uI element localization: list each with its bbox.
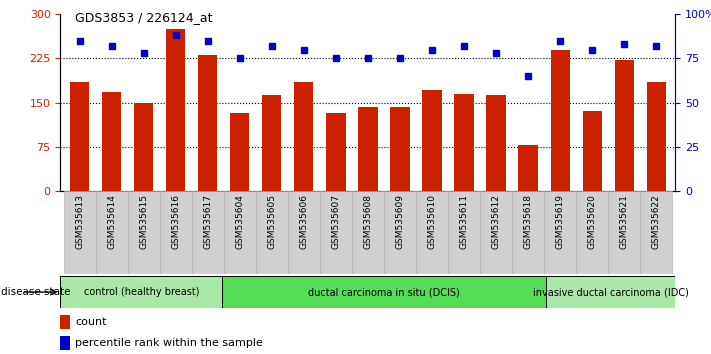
Bar xyxy=(223,276,546,308)
Bar xyxy=(326,113,346,191)
Text: GSM535622: GSM535622 xyxy=(652,194,661,249)
Bar xyxy=(422,90,442,191)
Bar xyxy=(576,191,608,274)
Bar xyxy=(60,276,223,308)
Bar xyxy=(454,94,474,191)
Text: GSM535620: GSM535620 xyxy=(588,194,597,249)
Bar xyxy=(352,191,384,274)
Bar xyxy=(70,82,90,191)
Text: GSM535608: GSM535608 xyxy=(363,194,373,250)
Bar xyxy=(640,191,672,274)
Bar xyxy=(550,50,570,191)
Bar xyxy=(518,145,538,191)
Bar xyxy=(480,191,512,274)
Bar xyxy=(608,191,640,274)
Text: GSM535604: GSM535604 xyxy=(235,194,245,249)
Bar xyxy=(646,82,665,191)
Text: GSM535619: GSM535619 xyxy=(555,194,565,250)
Bar xyxy=(614,60,634,191)
Bar xyxy=(96,191,128,274)
Bar xyxy=(320,191,352,274)
Text: GDS3853 / 226124_at: GDS3853 / 226124_at xyxy=(75,11,212,24)
Text: invasive ductal carcinoma (IDC): invasive ductal carcinoma (IDC) xyxy=(533,287,689,297)
Bar xyxy=(544,191,576,274)
Bar xyxy=(262,95,282,191)
Text: GSM535616: GSM535616 xyxy=(171,194,181,250)
Text: GSM535612: GSM535612 xyxy=(491,194,501,249)
Text: GSM535613: GSM535613 xyxy=(75,194,84,250)
Bar xyxy=(60,336,70,350)
Bar xyxy=(134,103,154,191)
Bar xyxy=(384,191,416,274)
Bar xyxy=(160,191,192,274)
Bar xyxy=(546,276,675,308)
Bar xyxy=(512,191,544,274)
Text: GSM535614: GSM535614 xyxy=(107,194,116,249)
Text: GSM535617: GSM535617 xyxy=(203,194,213,250)
Bar xyxy=(102,92,122,191)
Text: GSM535606: GSM535606 xyxy=(299,194,309,250)
Text: GSM535610: GSM535610 xyxy=(427,194,437,250)
Bar xyxy=(358,107,378,191)
Bar xyxy=(224,191,256,274)
Bar xyxy=(230,113,250,191)
Text: GSM535605: GSM535605 xyxy=(267,194,277,250)
Bar xyxy=(416,191,448,274)
Bar xyxy=(198,56,218,191)
Text: percentile rank within the sample: percentile rank within the sample xyxy=(75,338,263,348)
Bar xyxy=(294,82,314,191)
Text: count: count xyxy=(75,317,107,327)
Bar xyxy=(128,191,160,274)
Bar xyxy=(60,315,70,329)
Text: control (healthy breast): control (healthy breast) xyxy=(84,287,199,297)
Text: ductal carcinoma in situ (DCIS): ductal carcinoma in situ (DCIS) xyxy=(309,287,460,297)
Bar xyxy=(582,111,602,191)
Text: GSM535607: GSM535607 xyxy=(331,194,341,250)
Bar xyxy=(486,95,506,191)
Text: GSM535621: GSM535621 xyxy=(620,194,629,249)
Bar xyxy=(192,191,224,274)
Bar xyxy=(390,107,410,191)
Bar xyxy=(64,191,96,274)
Text: GSM535609: GSM535609 xyxy=(395,194,405,250)
Bar xyxy=(166,29,186,191)
Text: disease state: disease state xyxy=(1,287,71,297)
Text: GSM535611: GSM535611 xyxy=(459,194,469,250)
Text: GSM535615: GSM535615 xyxy=(139,194,148,250)
Text: GSM535618: GSM535618 xyxy=(523,194,533,250)
Bar xyxy=(288,191,320,274)
Bar xyxy=(448,191,480,274)
Bar xyxy=(256,191,288,274)
